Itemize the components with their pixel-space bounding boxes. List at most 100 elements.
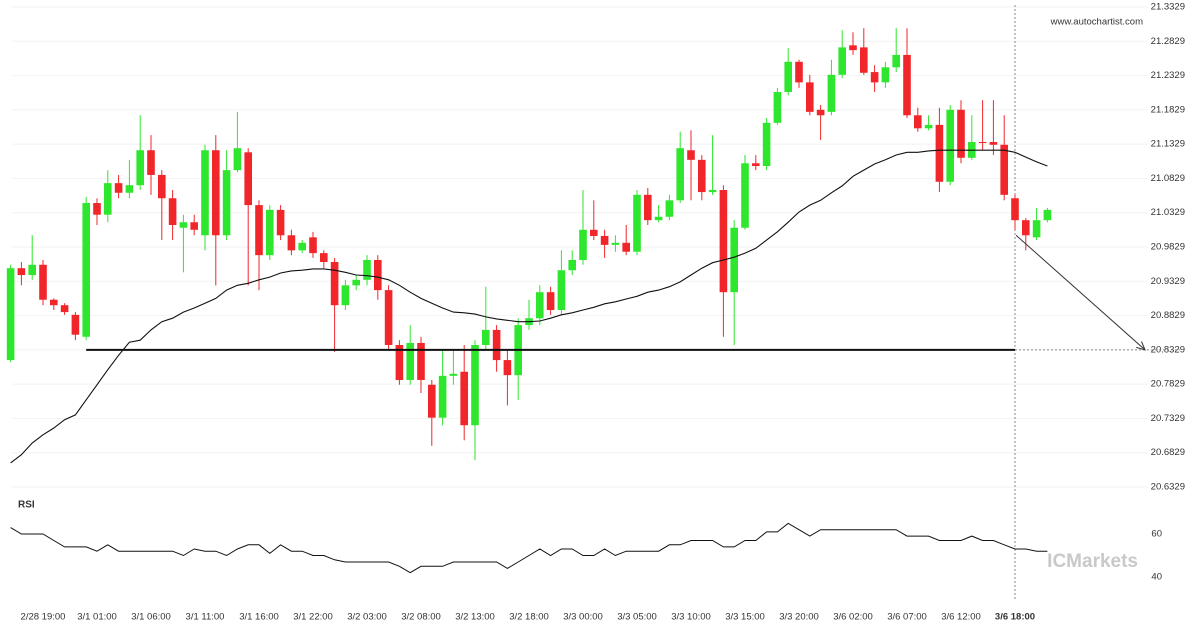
candle-body <box>417 342 425 380</box>
y-tick-label: 20.7329 <box>1151 413 1185 424</box>
candle-body <box>903 54 911 116</box>
x-tick-label: 3/6 12:00 <box>941 612 981 623</box>
candle-body <box>190 222 198 230</box>
y-tick-label: 21.1329 <box>1151 139 1185 150</box>
candle-body <box>762 122 771 167</box>
candle-body <box>352 279 360 286</box>
candle-body <box>374 259 382 291</box>
candle-body <box>266 209 274 256</box>
watermark: www.autochartist.com <box>1050 17 1143 28</box>
candle-body <box>395 344 404 380</box>
candle-body <box>168 198 177 225</box>
candle-body <box>460 371 468 426</box>
candle-body <box>384 290 393 345</box>
candle-body <box>363 259 371 280</box>
candle-body <box>1000 144 1008 195</box>
candle-body <box>546 292 555 311</box>
x-tick-label: 2/28 19:00 <box>21 612 66 623</box>
candle-body <box>590 229 598 236</box>
x-tick-label: 3/1 01:00 <box>77 612 117 623</box>
y-tick-label: 20.7829 <box>1151 379 1185 390</box>
x-tick-label: 3/3 20:00 <box>779 612 819 623</box>
candle-body <box>287 235 296 251</box>
candle-body <box>449 373 458 376</box>
candle-body <box>1022 220 1030 236</box>
x-tick-label: 3/6 07:00 <box>887 612 927 623</box>
candle-body <box>492 329 501 361</box>
candle-body <box>1011 198 1019 221</box>
candle-body <box>611 242 620 245</box>
candle-body <box>568 259 576 271</box>
candle-body <box>147 150 155 175</box>
candle-body <box>914 115 922 129</box>
candle-body <box>6 268 15 361</box>
candle-body <box>741 163 749 228</box>
candle-body <box>708 190 717 193</box>
x-tick-label: 3/1 11:00 <box>186 612 225 623</box>
y-tick-label: 21.1829 <box>1151 104 1185 115</box>
candle-body <box>860 47 868 73</box>
x-tick-label: 3/3 15:00 <box>725 612 765 623</box>
candle-body <box>935 124 944 182</box>
brand-watermark: ICMarkets <box>1047 551 1138 572</box>
candle-body <box>957 109 965 158</box>
projection-arrow <box>1015 234 1146 351</box>
candle-body <box>201 150 209 236</box>
candle-body <box>50 299 58 306</box>
candle-body <box>989 142 998 145</box>
candle-body <box>309 237 317 254</box>
candle-body <box>600 235 609 245</box>
candle-body <box>341 285 350 306</box>
y-tick-label: 20.6829 <box>1151 447 1185 458</box>
candle-body <box>104 183 112 215</box>
candle-body <box>849 45 857 51</box>
candle-body <box>795 61 803 83</box>
candle-body <box>125 185 134 193</box>
candle-body <box>644 194 652 221</box>
candle-body <box>82 203 90 337</box>
x-tick-label: 3/6 02:00 <box>833 612 873 623</box>
candle-body <box>276 209 285 236</box>
candle-body <box>93 203 101 215</box>
candle-body <box>114 183 123 193</box>
candle-body <box>827 74 836 112</box>
candle-body <box>438 375 447 418</box>
candle-body <box>298 242 306 251</box>
candle-body <box>17 268 26 276</box>
candle-body <box>838 47 846 75</box>
candle-body <box>892 54 900 68</box>
y-tick-label: 20.6329 <box>1151 482 1185 493</box>
candle-body <box>212 150 220 236</box>
candle-body <box>687 150 695 160</box>
candle-body <box>730 227 738 293</box>
candle-body <box>136 150 144 186</box>
x-tick-label: 3/2 03:00 <box>347 612 387 623</box>
candle-body <box>633 194 641 252</box>
candle-body <box>158 174 166 199</box>
candle-body <box>244 152 252 206</box>
candle-body <box>881 67 890 83</box>
x-tick-label: 3/2 13:00 <box>455 612 495 623</box>
candle-body <box>676 148 684 201</box>
candle-body <box>698 159 706 193</box>
candle-body <box>924 124 933 129</box>
y-tick-label: 21.2829 <box>1151 36 1185 47</box>
x-tick-label: 3/3 10:00 <box>671 612 711 623</box>
x-tick-label: 3/1 22:00 <box>293 612 333 623</box>
candle-body <box>222 170 231 236</box>
candle-body <box>179 222 188 228</box>
candle-body <box>39 264 47 300</box>
candle-body <box>428 384 436 418</box>
x-tick-label: 3/3 05:00 <box>617 612 657 623</box>
arrow-head <box>1136 341 1146 351</box>
y-tick-label: 21.2329 <box>1151 70 1185 81</box>
x-tick-label: 3/2 08:00 <box>401 612 441 623</box>
candle-body <box>482 329 490 345</box>
y-tick-label: 21.3329 <box>1151 2 1185 13</box>
x-tick-label: 3/1 06:00 <box>131 612 171 623</box>
candle-body <box>946 109 954 182</box>
candle-body <box>28 264 36 276</box>
candle-body <box>773 91 782 123</box>
candle-body <box>536 292 544 319</box>
